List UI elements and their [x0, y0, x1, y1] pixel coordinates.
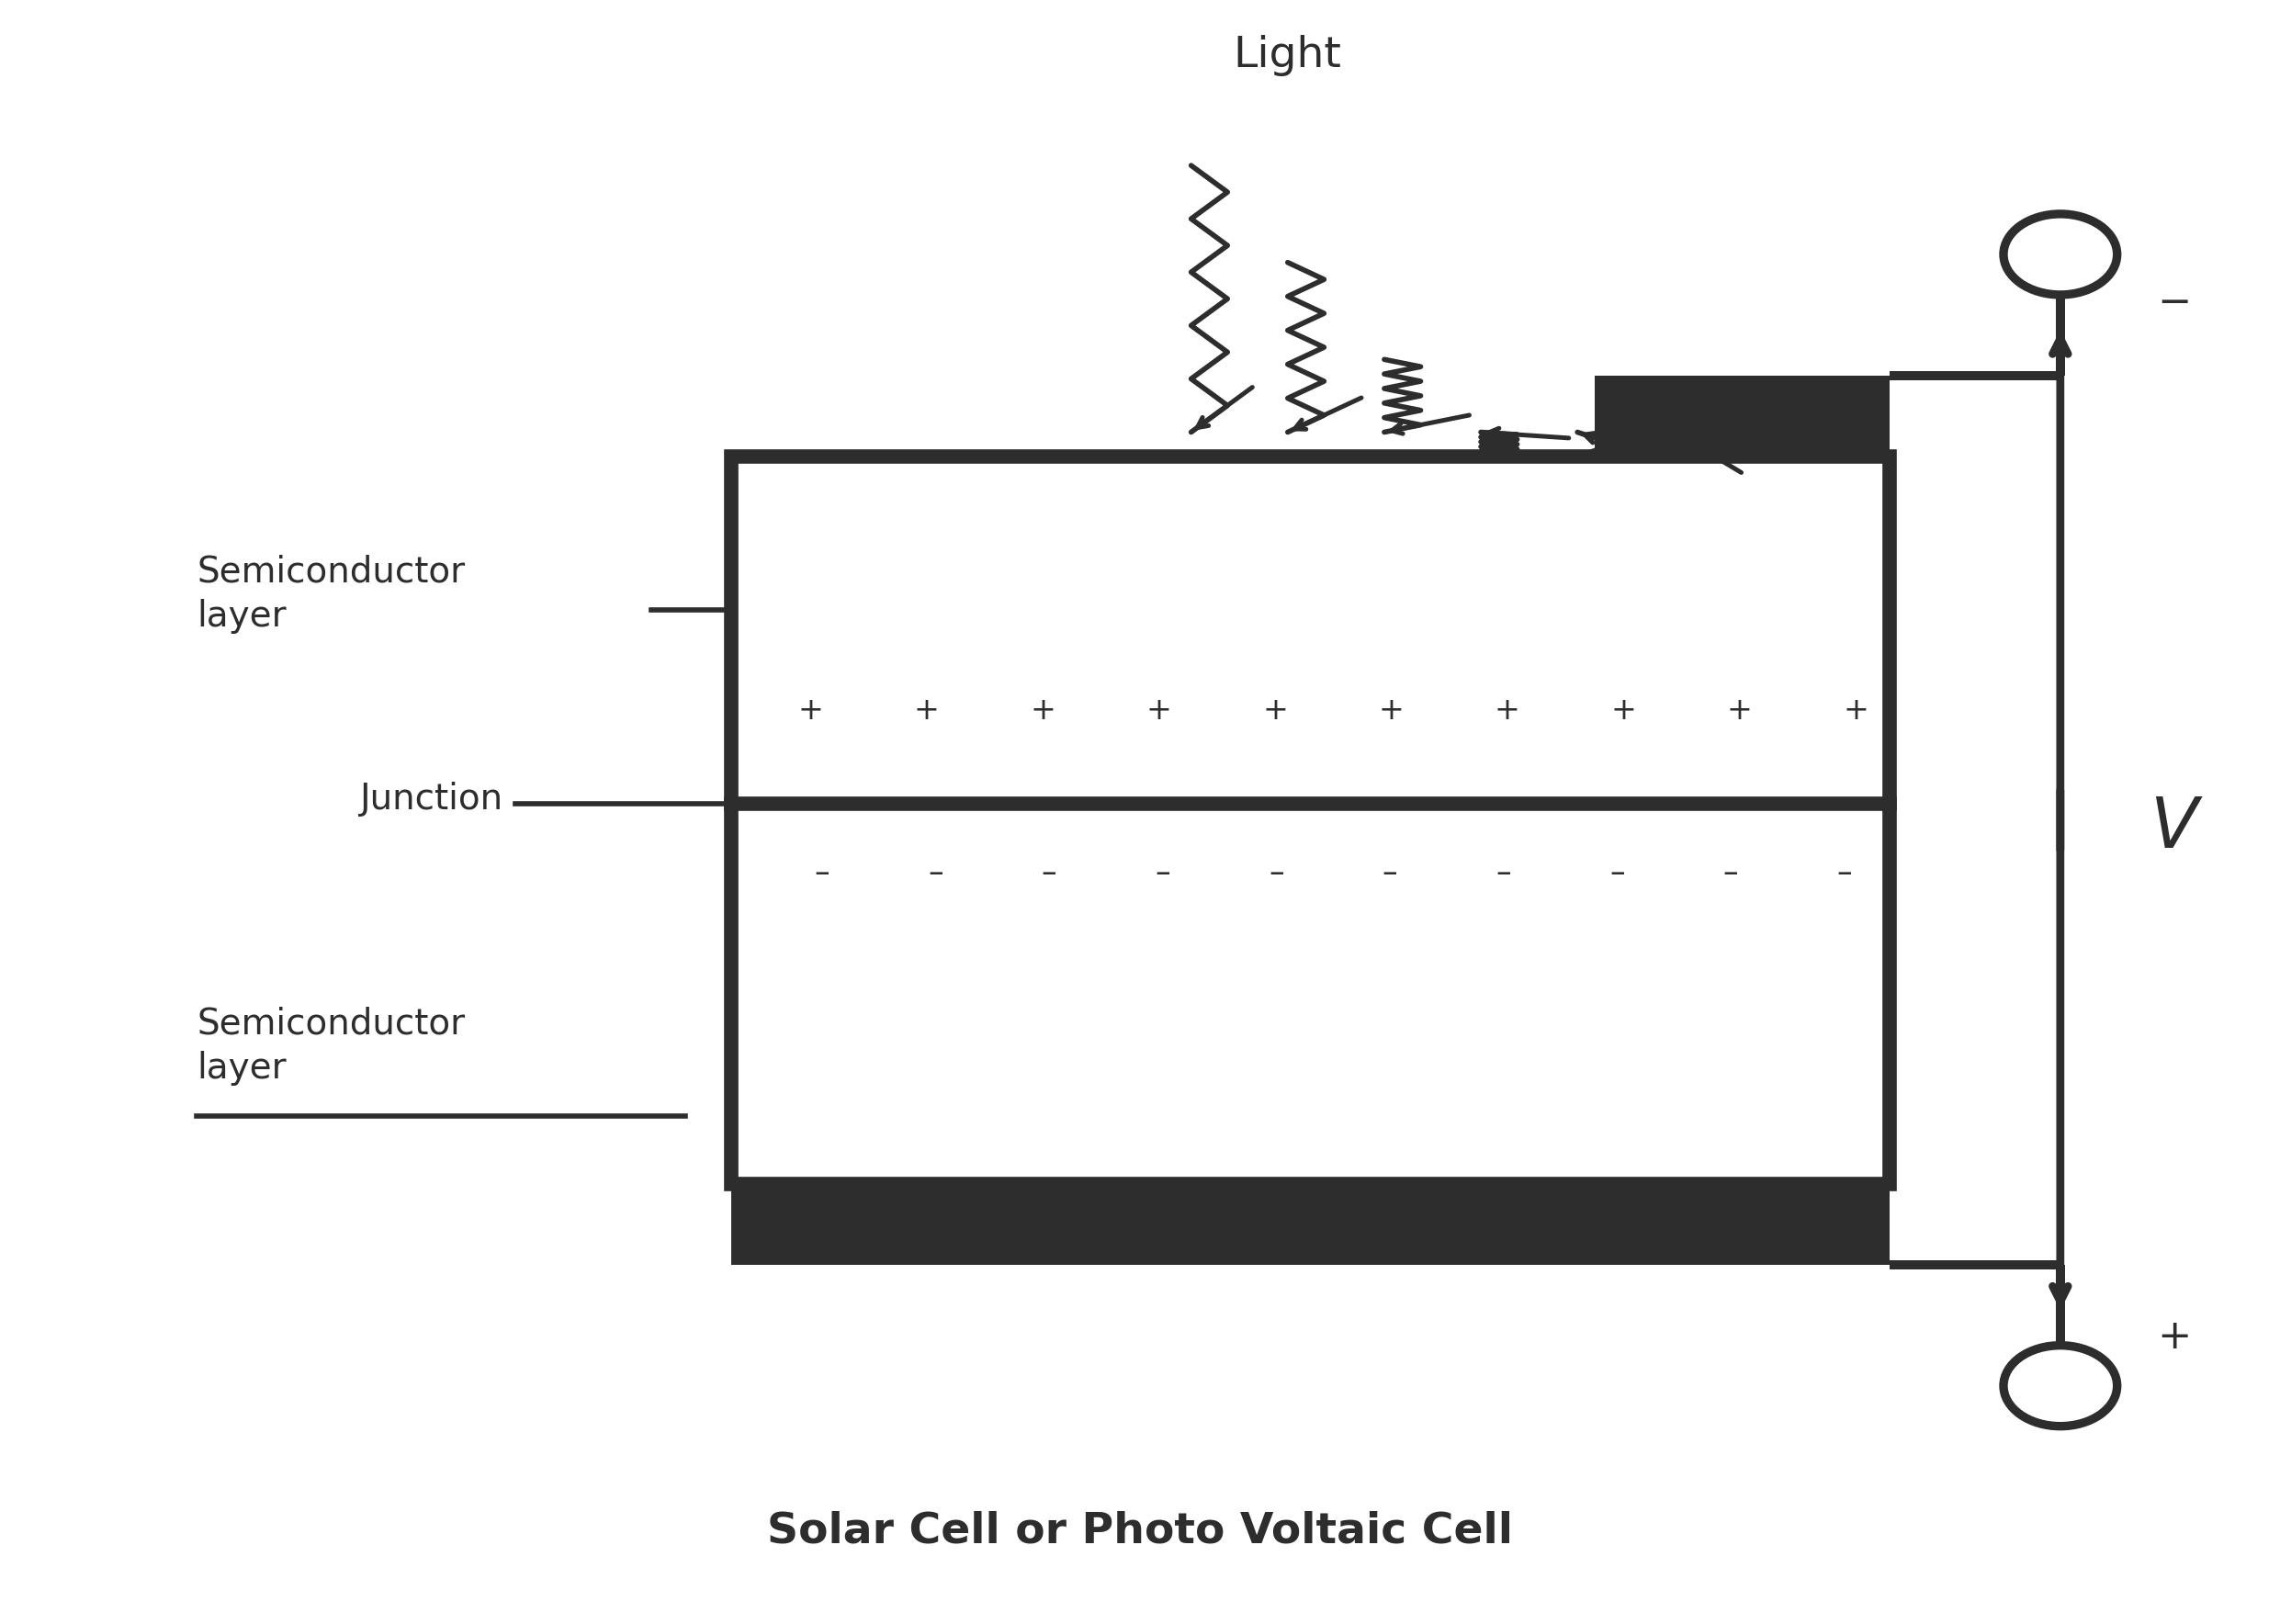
Text: –: – [1724, 857, 1737, 888]
Bar [732, 456, 1890, 1184]
Text: Junction: Junction [360, 781, 504, 817]
Circle shape [2004, 1345, 2118, 1426]
Text: +: + [1147, 695, 1172, 726]
Text: −: − [2157, 283, 2191, 323]
Text: Semiconductor
layer: Semiconductor layer [196, 554, 465, 633]
Text: –: – [928, 857, 944, 888]
Circle shape [2004, 214, 2118, 296]
Text: +: + [914, 695, 939, 726]
Text: –: – [1042, 857, 1056, 888]
Text: –: – [1838, 857, 1851, 888]
Text: –: – [814, 857, 830, 888]
Text: +: + [798, 695, 823, 726]
Text: Solar Cell or Photo Voltaic Cell: Solar Cell or Photo Voltaic Cell [766, 1510, 1514, 1553]
Bar [732, 1184, 1890, 1265]
Text: –: – [1610, 857, 1626, 888]
Text: –: – [1156, 857, 1170, 888]
Text: +: + [1379, 695, 1404, 726]
Text: +: + [1610, 695, 1637, 726]
Bar [1594, 375, 1890, 456]
Text: +: + [1263, 695, 1288, 726]
Text: –: – [1268, 857, 1284, 888]
Text: +: + [1031, 695, 1056, 726]
Text: V: V [2150, 794, 2198, 862]
Text: –: – [1382, 857, 1398, 888]
Text: +: + [1496, 695, 1521, 726]
Text: +: + [2157, 1317, 2191, 1358]
Text: –: – [1496, 857, 1512, 888]
Text: +: + [1726, 695, 1753, 726]
Text: Light: Light [1233, 36, 1343, 76]
Text: +: + [1842, 695, 1870, 726]
Text: Semiconductor
layer: Semiconductor layer [196, 1007, 465, 1086]
